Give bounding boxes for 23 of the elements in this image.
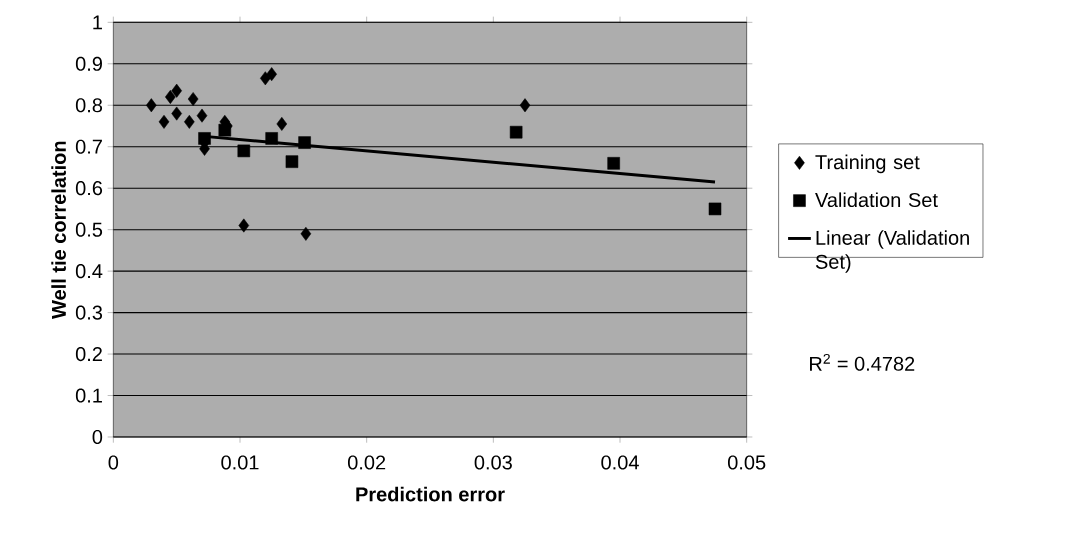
legend-label: Linear (Validation Set) <box>815 230 969 273</box>
y-tick-label: 0 <box>92 429 103 445</box>
legend-label: Validation Set <box>815 192 938 208</box>
x-tick-label: 0.03 <box>474 455 512 470</box>
text: R$^{2}$ = 0.4782 <box>810 353 915 371</box>
y-tick-label: 0.2 <box>75 346 102 362</box>
legend-label: Training set <box>815 154 920 174</box>
x-tick-label: 0.04 <box>601 455 639 470</box>
y-tick-label: 0.1 <box>75 388 102 403</box>
y-tick-label: 0.6 <box>75 181 103 196</box>
x-tick-label: 0.01 <box>221 455 259 470</box>
y-tick-label: 0.4 <box>75 264 103 279</box>
y-tick-label: 0.8 <box>75 98 103 113</box>
y-tick-label: 0.9 <box>75 56 102 71</box>
y-tick-label: 1 <box>93 15 102 30</box>
y-tick-label: 0.3 <box>75 305 103 320</box>
y-tick-label: 0.7 <box>75 139 102 154</box>
y-tick-label: 0.5 <box>75 222 103 237</box>
x-tick-label: 0 <box>108 455 119 470</box>
x-tick-label: 0.05 <box>727 455 766 470</box>
x-axis-title: Prediction error <box>356 486 505 502</box>
y-axis-title: Well tie correlation <box>51 141 66 319</box>
x-tick-label: 0.02 <box>347 455 386 470</box>
